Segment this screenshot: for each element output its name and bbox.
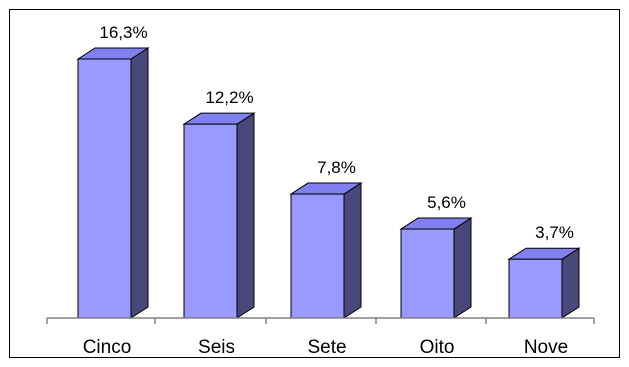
bar-seis (182, 112, 256, 319)
bar-side-face (561, 247, 580, 319)
x-tick-label-seis: Seis (198, 337, 235, 358)
value-label-nove: 3,7% (535, 223, 574, 242)
bar-front-face (183, 123, 238, 319)
value-label-cinco: 16,3% (99, 23, 147, 42)
bar-sete (289, 182, 363, 319)
value-label-sete: 7,8% (317, 158, 356, 177)
x-tick-label-oito: Oito (420, 337, 455, 358)
bar-side-face (236, 112, 255, 319)
bar-front-face (290, 193, 345, 319)
bar-front-face (77, 58, 132, 319)
bar-front-face (508, 258, 563, 319)
bar-side-face (343, 182, 362, 319)
bar-front-face (400, 228, 455, 319)
bar-side-face (453, 217, 472, 319)
value-label-seis: 12,2% (205, 88, 253, 107)
bar-nove (507, 247, 581, 319)
x-tick-label-nove: Nove (524, 337, 568, 358)
bar-cinco (76, 47, 150, 319)
x-tick-label-sete: Sete (307, 337, 346, 358)
bar-side-face (130, 47, 149, 319)
value-label-oito: 5,6% (427, 193, 466, 212)
x-tick-label-cinco: Cinco (83, 337, 132, 358)
bar-oito (399, 217, 473, 319)
